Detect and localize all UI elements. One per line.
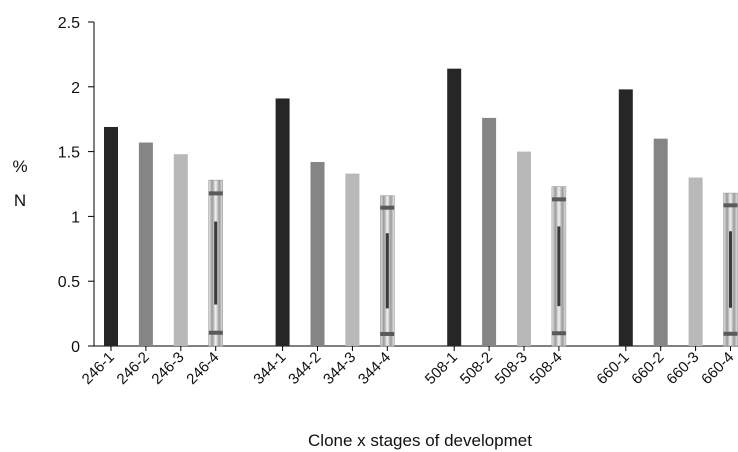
bar-344-3 [345,173,360,346]
bar-508-2 [482,117,497,347]
bar-pattern-band [208,330,223,335]
bar-pattern-band [208,191,223,196]
x-tick-label: 246-2 [114,349,153,388]
bar-pattern-band [380,331,395,336]
x-tick-label: 344-3 [320,349,359,388]
x-tick-label: 246-4 [183,349,222,388]
bar-246-3 [173,154,188,346]
x-tick-label: 660-2 [628,349,667,388]
y-axis-label-line-2: N [14,191,26,210]
bar-660-1 [618,89,633,346]
y-tick-label: 2.5 [58,15,80,32]
bar-pattern-band [551,197,566,202]
y-axis: 0 0.5 1 1.5 2 2.5 [58,15,95,356]
bars [104,68,738,347]
x-tick-label: 660-4 [698,349,737,388]
x-tick-label: 344-1 [250,349,289,388]
y-tick-label: 2 [71,80,80,97]
bar-pattern-band [380,205,395,210]
bar-344-1 [275,98,290,347]
x-tick-label: 246-1 [79,349,118,388]
x-tick-label: 246-3 [148,349,187,388]
bar-pattern-band [551,331,566,336]
bar-508-3 [517,151,531,346]
x-axis-label: Clone x stages of developmet [308,431,532,450]
x-tick-label: 344-2 [285,349,324,388]
bar-246-1 [104,126,118,346]
bar-pattern-core [385,233,389,309]
y-tick-label: 0 [71,339,80,356]
bar-344-2 [310,161,325,346]
bar-246-2 [138,142,153,346]
x-tick-label: 508-4 [527,349,566,388]
y-tick-label: 0.5 [58,274,80,291]
bar-pattern-core [557,226,561,307]
y-tick-label: 1 [71,209,80,226]
bar-pattern-band [723,203,738,208]
bar-pattern-core [729,231,732,308]
bar-660-3 [688,177,703,346]
x-tick-label: 508-2 [457,349,496,388]
x-tick-label: 660-1 [593,349,632,388]
bar-508-1 [447,68,462,346]
bar-660-2 [653,138,668,346]
bar-pattern-band [723,331,738,336]
bar-pattern-core [214,221,218,305]
axis-labels: % N Clone x stages of developmet [12,157,532,450]
x-tick-label: 508-1 [422,349,461,388]
x-tick-label: 660-3 [663,349,702,388]
x-tick-label: 508-3 [492,349,531,388]
x-tick-label: 344-4 [355,349,394,388]
y-axis-label-line-1: % [12,157,27,176]
y-tick-label: 1.5 [58,145,80,162]
